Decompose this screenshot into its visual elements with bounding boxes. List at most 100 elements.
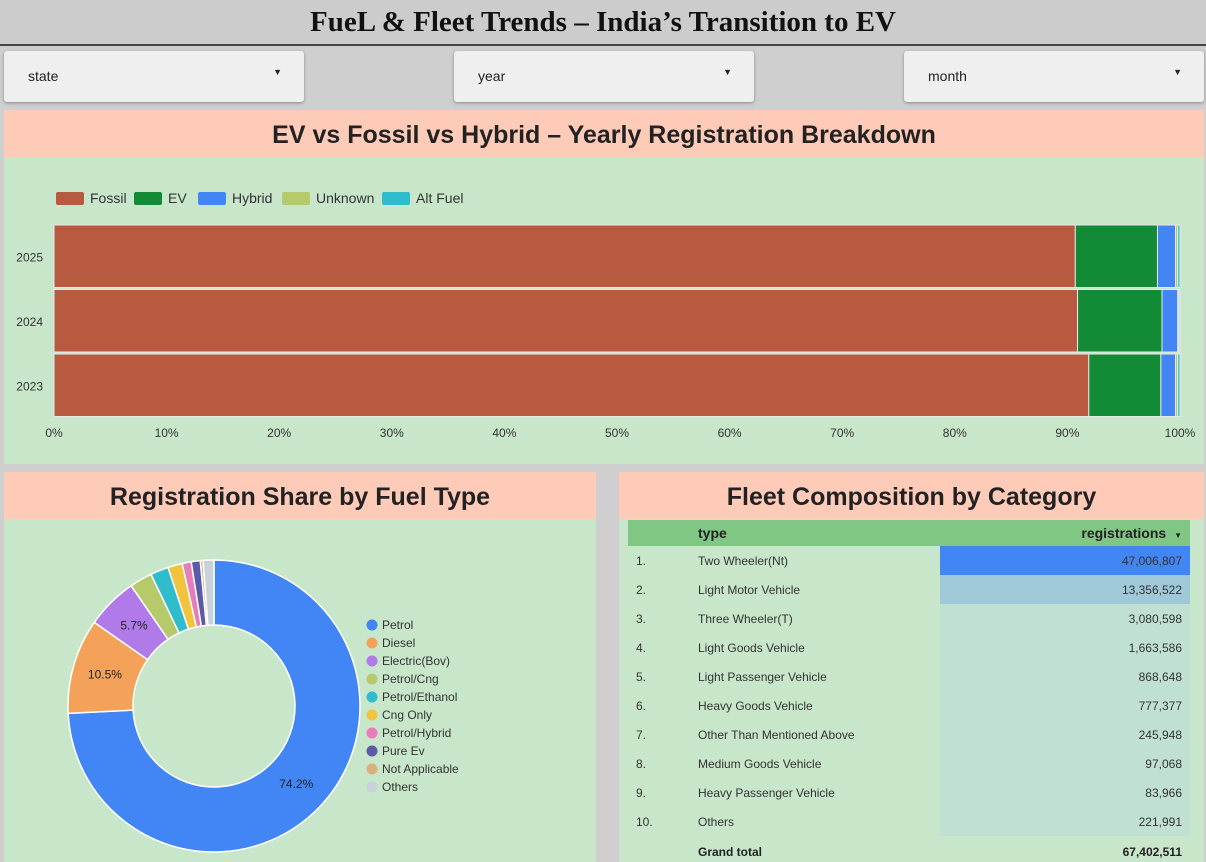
table-header-row: type registrations ▼ xyxy=(628,520,1190,546)
rank-cell: 3. xyxy=(636,611,647,626)
type-cell: Heavy Passenger Vehicle xyxy=(698,785,835,800)
registrations-cell: 868,648 xyxy=(940,662,1190,691)
y-tick-label: 2023 xyxy=(16,379,43,393)
slice-percent-label: 10.5% xyxy=(88,668,122,682)
legend-label: EV xyxy=(168,190,187,206)
sort-desc-icon: ▼ xyxy=(1174,531,1182,540)
total-rank-cell xyxy=(628,836,668,862)
legend-swatch-alt-fuel xyxy=(382,192,410,205)
rank-cell: 6. xyxy=(636,698,647,713)
fleet-composition-table: type registrations ▼ 1. Two Wheeler(Nt) 47… xyxy=(628,520,1190,862)
table-row[interactable]: 4. Light Goods Vehicle 1,663,586 xyxy=(628,633,1190,662)
donut-slice-others[interactable] xyxy=(202,559,215,627)
table-row[interactable]: 7. Other Than Mentioned Above 245,948 xyxy=(628,720,1190,749)
bar-segment-alt-fuel-2025[interactable] xyxy=(1177,224,1181,288)
registrations-cell: 97,068 xyxy=(940,749,1190,778)
stacked-bar-chart: Fossil EV Hybrid Unknown Alt Fuel 2025 2024 202… xyxy=(16,190,1196,440)
legend-label: Petrol xyxy=(382,618,413,632)
rank-cell: 4. xyxy=(636,640,647,655)
table-row[interactable]: 8. Medium Goods Vehicle 97,068 xyxy=(628,749,1190,778)
legend-label: Petrol/Cng xyxy=(382,672,439,686)
legend-swatch-fossil xyxy=(56,192,84,205)
legend-label: Electric(Bov) xyxy=(382,654,450,668)
table-row[interactable]: 3. Three Wheeler(T) 3,080,598 xyxy=(628,604,1190,633)
bar-segment-hybrid-2025[interactable] xyxy=(1156,224,1176,288)
table-row[interactable]: 10. Others 221,991 xyxy=(628,807,1190,836)
table-row[interactable]: 5. Light Passenger Vehicle 868,648 xyxy=(628,662,1190,691)
donut-slice-petrol[interactable] xyxy=(67,559,361,853)
rank-cell: 5. xyxy=(636,669,647,684)
legend-dot xyxy=(366,655,378,667)
registrations-cell: 47,006,807 xyxy=(940,546,1190,575)
bar-segment-fossil-2024[interactable] xyxy=(53,289,1079,353)
bar-segment-ev-2023[interactable] xyxy=(1088,353,1162,417)
legend-dot xyxy=(366,691,378,703)
rank-cell: 2. xyxy=(636,582,647,597)
legend-label: Not Applicable xyxy=(382,762,459,776)
bar-segment-alt-fuel-2024[interactable] xyxy=(1178,289,1181,353)
x-tick-label: 50% xyxy=(605,426,629,440)
bar-segment-hybrid-2023[interactable] xyxy=(1160,353,1176,417)
registrations-column-header[interactable]: registrations ▼ xyxy=(940,520,1190,546)
y-tick-label: 2025 xyxy=(16,250,43,264)
table-row[interactable]: 2. Light Motor Vehicle 13,356,522 xyxy=(628,575,1190,604)
type-column-header[interactable]: type xyxy=(668,520,940,546)
table-row[interactable]: 9. Heavy Passenger Vehicle 83,966 xyxy=(628,778,1190,807)
type-cell: Light Goods Vehicle xyxy=(698,640,805,655)
chevron-down-icon: ▼ xyxy=(273,67,282,77)
registrations-cell: 3,080,598 xyxy=(940,604,1190,633)
grand-total-value: 67,402,511 xyxy=(1122,845,1182,859)
legend-dot xyxy=(366,781,378,793)
legend-dot xyxy=(366,727,378,739)
legend-label: Diesel xyxy=(382,636,415,650)
legend-label: Alt Fuel xyxy=(416,190,463,206)
type-cell: Three Wheeler(T) xyxy=(698,611,793,626)
x-tick-label: 100% xyxy=(1165,426,1196,440)
chevron-down-icon: ▼ xyxy=(723,67,732,77)
legend-label: Cng Only xyxy=(382,708,432,722)
bar-segment-alt-fuel-2023[interactable] xyxy=(1177,353,1181,417)
legend-label: Others xyxy=(382,780,418,794)
legend-dot xyxy=(366,637,378,649)
registrations-cell: 1,663,586 xyxy=(940,633,1190,662)
legend-label: Fossil xyxy=(90,190,127,206)
x-tick-label: 30% xyxy=(380,426,404,440)
legend-label: Pure Ev xyxy=(382,744,425,758)
registrations-cell: 83,966 xyxy=(940,778,1190,807)
legend-dot xyxy=(366,763,378,775)
legend-label: Unknown xyxy=(316,190,374,206)
bar-segment-fossil-2025[interactable] xyxy=(53,224,1076,288)
slice-percent-label: 74.2% xyxy=(279,777,313,791)
legend-swatch-ev xyxy=(134,192,162,205)
bar-segment-fossil-2023[interactable] xyxy=(53,353,1090,417)
rank-cell: 1. xyxy=(636,553,647,568)
rank-column-header xyxy=(628,520,668,546)
x-tick-label: 20% xyxy=(267,426,291,440)
legend-swatch-unknown xyxy=(282,192,310,205)
state-filter-dropdown[interactable]: state ▼ xyxy=(4,51,304,102)
bar-segment-ev-2024[interactable] xyxy=(1077,289,1163,353)
type-cell: Others xyxy=(698,814,735,829)
rank-cell: 8. xyxy=(636,756,647,771)
registrations-cell: 221,991 xyxy=(940,807,1190,836)
legend-dot xyxy=(366,673,378,685)
month-filter-dropdown[interactable]: month ▼ xyxy=(904,51,1204,102)
bar-segment-ev-2025[interactable] xyxy=(1074,224,1158,288)
table-row[interactable]: 1. Two Wheeler(Nt) 47,006,807 xyxy=(628,546,1190,575)
legend-label: Petrol/Ethanol xyxy=(382,690,457,704)
type-cell: Two Wheeler(Nt) xyxy=(698,553,789,568)
x-tick-label: 0% xyxy=(45,426,63,440)
state-filter-label: state xyxy=(28,68,59,84)
table-row[interactable]: 6. Heavy Goods Vehicle 777,377 xyxy=(628,691,1190,720)
grand-total-row: Grand total 67,402,511 xyxy=(628,836,1190,862)
bar-segment-hybrid-2024[interactable] xyxy=(1161,289,1179,353)
legend-dot xyxy=(366,745,378,757)
x-tick-label: 60% xyxy=(718,426,742,440)
pie-chart-title: Registration Share by Fuel Type xyxy=(4,472,596,519)
rank-cell: 9. xyxy=(636,785,647,800)
x-tick-label: 80% xyxy=(943,426,967,440)
legend-dot xyxy=(366,619,378,631)
registrations-header-label: registrations xyxy=(1081,525,1167,541)
year-filter-dropdown[interactable]: year ▼ xyxy=(454,51,754,102)
dashboard-title-bar: FueL & Fleet Trends – India’s Transition… xyxy=(0,0,1206,46)
